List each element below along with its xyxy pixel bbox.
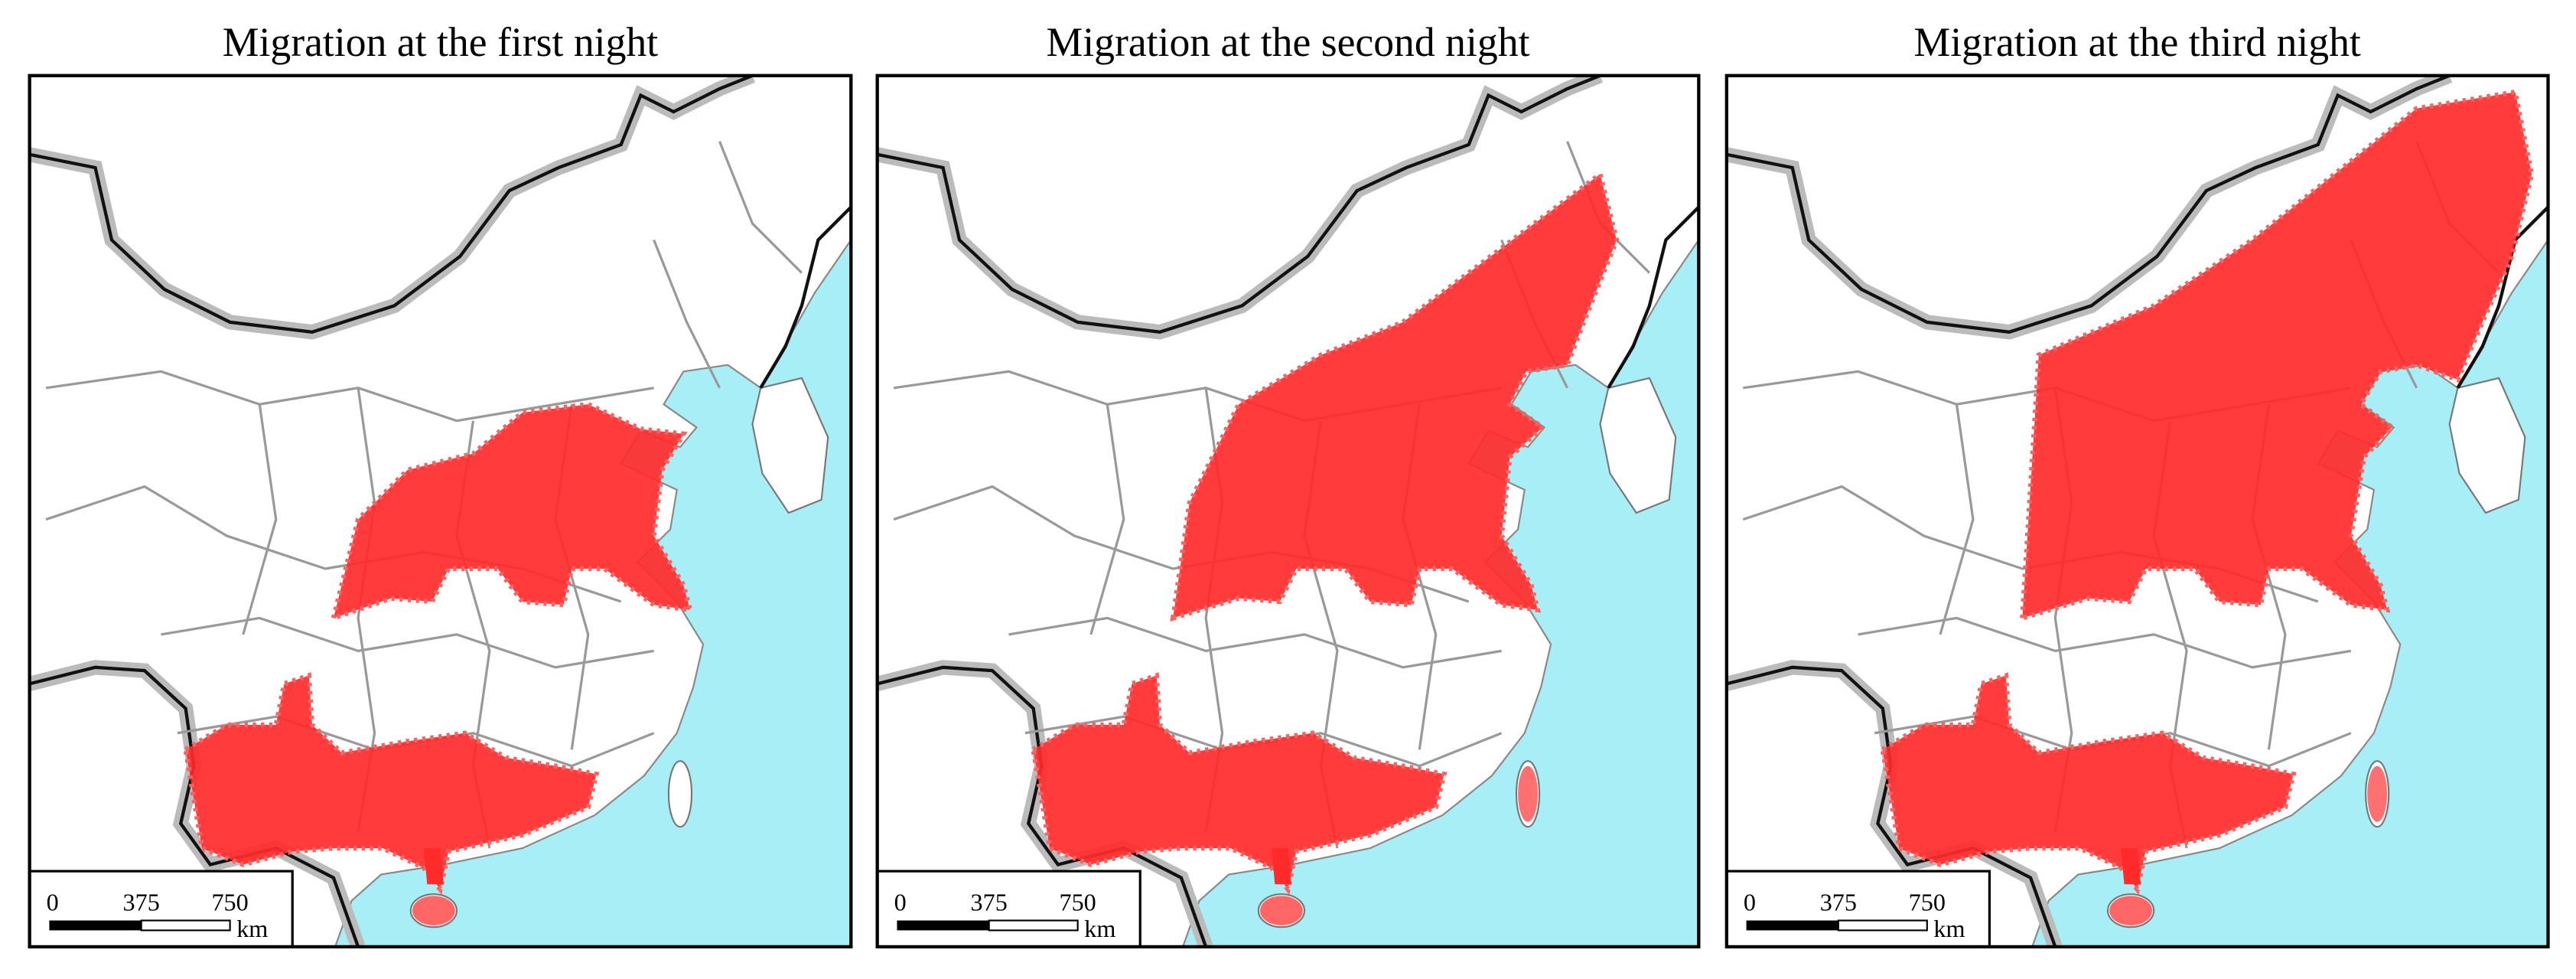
migration-area-hainan [1259,896,1303,925]
scale-label: 750 [1909,889,1946,916]
scale-unit: km [1933,915,1965,942]
map [878,76,1699,947]
scale-white [140,919,231,932]
scale-label: 750 [211,889,248,916]
map [30,76,852,947]
migration-area-south [1880,672,2297,896]
migration-area-north [330,401,694,622]
scale-box [28,870,294,948]
migration-area-south [183,672,600,896]
panel-frame [875,73,1701,949]
migration-area-hainan [2109,896,2152,925]
scale-box [876,870,1141,948]
scale-label: 375 [971,889,1008,916]
scale-label: 0 [894,889,907,916]
scale-label: 0 [47,889,59,916]
migration-area-hainan [412,896,455,925]
scale-unit: km [1084,915,1115,942]
migration-area-north [1170,170,1620,622]
migration-area-taiwan [2367,765,2388,822]
map [1727,76,2548,947]
scale-black [1746,920,1838,931]
migration-area-north [2019,89,2535,622]
scale-black [49,920,142,931]
migration-area-taiwan [1518,765,1538,822]
panel-title: Migration at the second night [1046,19,1529,65]
scale-label: 375 [1820,889,1857,916]
panel-title: Migration at the third night [1913,19,2360,65]
scale-unit: km [236,915,268,942]
panel-frame [28,73,853,949]
migration-area-leizhou [2121,848,2141,885]
scale-label: 375 [123,889,160,916]
panel-frame [1724,73,2550,949]
migration-area-south [1031,672,1448,896]
migration-area-leizhou [424,848,444,885]
scale-label: 0 [1744,889,1756,916]
panel-title: Migration at the first night [223,19,659,65]
scale-white [988,919,1079,932]
migration-area-leizhou [1272,848,1291,885]
scale-black [897,920,989,931]
scale-label: 750 [1059,889,1096,916]
scale-white [1837,919,1928,932]
